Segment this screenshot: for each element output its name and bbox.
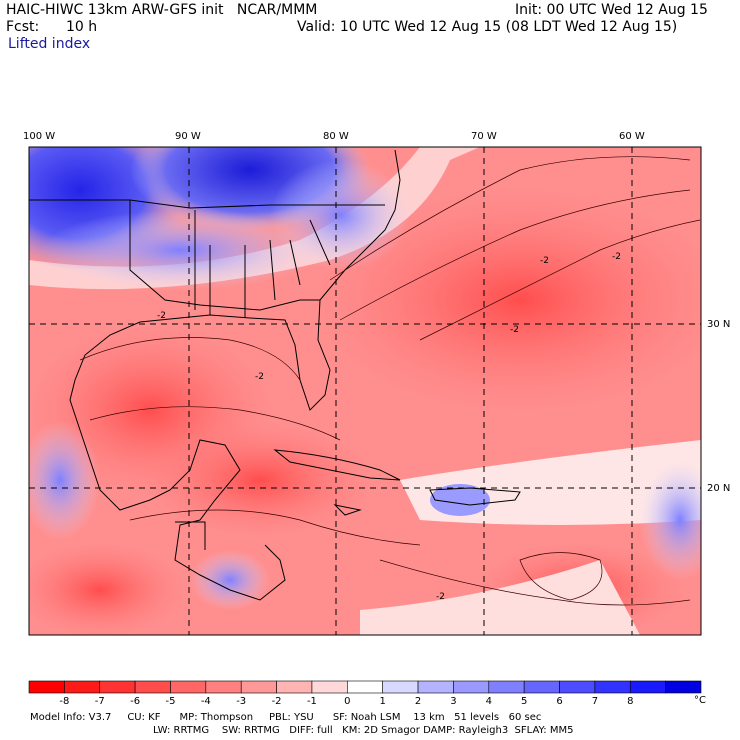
model-info-line2: LW: RRTMG SW: RRTMG DIFF: full KM: 2D Sm… <box>153 725 574 736</box>
colorbar-swatch <box>276 680 313 694</box>
colorbar-tick-label: -5 <box>165 696 176 707</box>
colorbar-tick-label: -3 <box>236 696 247 707</box>
colorbar-swatch <box>205 680 242 694</box>
colorbar-swatch <box>523 680 560 694</box>
plot-title: HAIC-HIWC 13km ARW-GFS init NCAR/MMM <box>6 2 318 18</box>
shaded-field <box>29 147 701 635</box>
colorbar-tick-label: -1 <box>306 696 317 707</box>
forecast-hour: 10 h <box>66 19 98 35</box>
colorbar-swatch <box>665 680 702 694</box>
colorbar-tick-label: -2 <box>271 696 282 707</box>
colorbar-swatch <box>488 680 525 694</box>
colorbar-tick-label: 8 <box>627 696 634 707</box>
lon-label: 70 W <box>471 131 497 142</box>
lon-label: 80 W <box>323 131 349 142</box>
colorbar-tick-label: 7 <box>591 696 599 707</box>
colorbar-swatch <box>347 680 383 694</box>
colorbar-swatch <box>64 680 101 694</box>
model-info-line1: Model Info: V3.7 CU: KF MP: Thompson PBL… <box>30 712 542 723</box>
contour-label: -2 <box>157 311 166 321</box>
field-name: Lifted index <box>8 36 91 52</box>
init-time: Init: 00 UTC Wed 12 Aug 15 <box>515 2 708 18</box>
lon-label: 90 W <box>175 131 201 142</box>
contour-lines <box>79 156 701 606</box>
colorbar-tick-label: 3 <box>450 696 457 707</box>
colorbar-tick-label: -4 <box>200 696 211 707</box>
contour-label: -2 <box>436 592 445 602</box>
contour-label: -2 <box>540 256 549 266</box>
lat-label: 20 N <box>707 483 731 494</box>
contour-label: -2 <box>510 325 519 335</box>
colorbar-swatch <box>134 680 171 694</box>
lon-label: 100 W <box>23 131 56 142</box>
colorbar-tick-label: 4 <box>485 696 492 707</box>
colorbar-swatch <box>170 680 207 694</box>
valid-time: Valid: 10 UTC Wed 12 Aug 15 (08 LDT Wed … <box>297 19 678 35</box>
colorbar-tick-label: 5 <box>520 696 528 707</box>
colorbar-tick-label: 6 <box>556 696 563 707</box>
colorbar-swatch <box>240 680 277 694</box>
colorbar-swatch <box>382 680 419 694</box>
colorbar-tick-label: -7 <box>94 696 105 707</box>
colorbar-swatch <box>629 680 666 694</box>
graticule <box>29 147 701 635</box>
colorbar-swatch <box>559 680 596 694</box>
colorbar-swatch <box>453 680 490 694</box>
colorbar-unit: °C <box>694 695 706 706</box>
colorbar-swatch <box>311 680 348 694</box>
colorbar-swatch <box>28 680 65 694</box>
colorbar-tick-label: 2 <box>414 696 422 707</box>
forecast-label: Fcst: <box>6 19 40 35</box>
coastlines <box>29 149 521 601</box>
colorbar-swatch <box>417 680 454 694</box>
colorbar-swatch <box>594 680 631 694</box>
colorbar-tick-label: -6 <box>130 696 141 707</box>
contour-label: -2 <box>612 252 621 262</box>
contour-label: -2 <box>255 372 264 382</box>
colorbar-tick-label: -8 <box>59 696 70 707</box>
lon-label: 60 W <box>619 131 645 142</box>
lat-label: 30 N <box>707 319 731 330</box>
map-frame <box>28 146 702 636</box>
colorbar-tick-label: 1 <box>379 696 386 707</box>
colorbar-swatch <box>99 680 136 694</box>
colorbar-tick-label: 0 <box>344 696 351 707</box>
